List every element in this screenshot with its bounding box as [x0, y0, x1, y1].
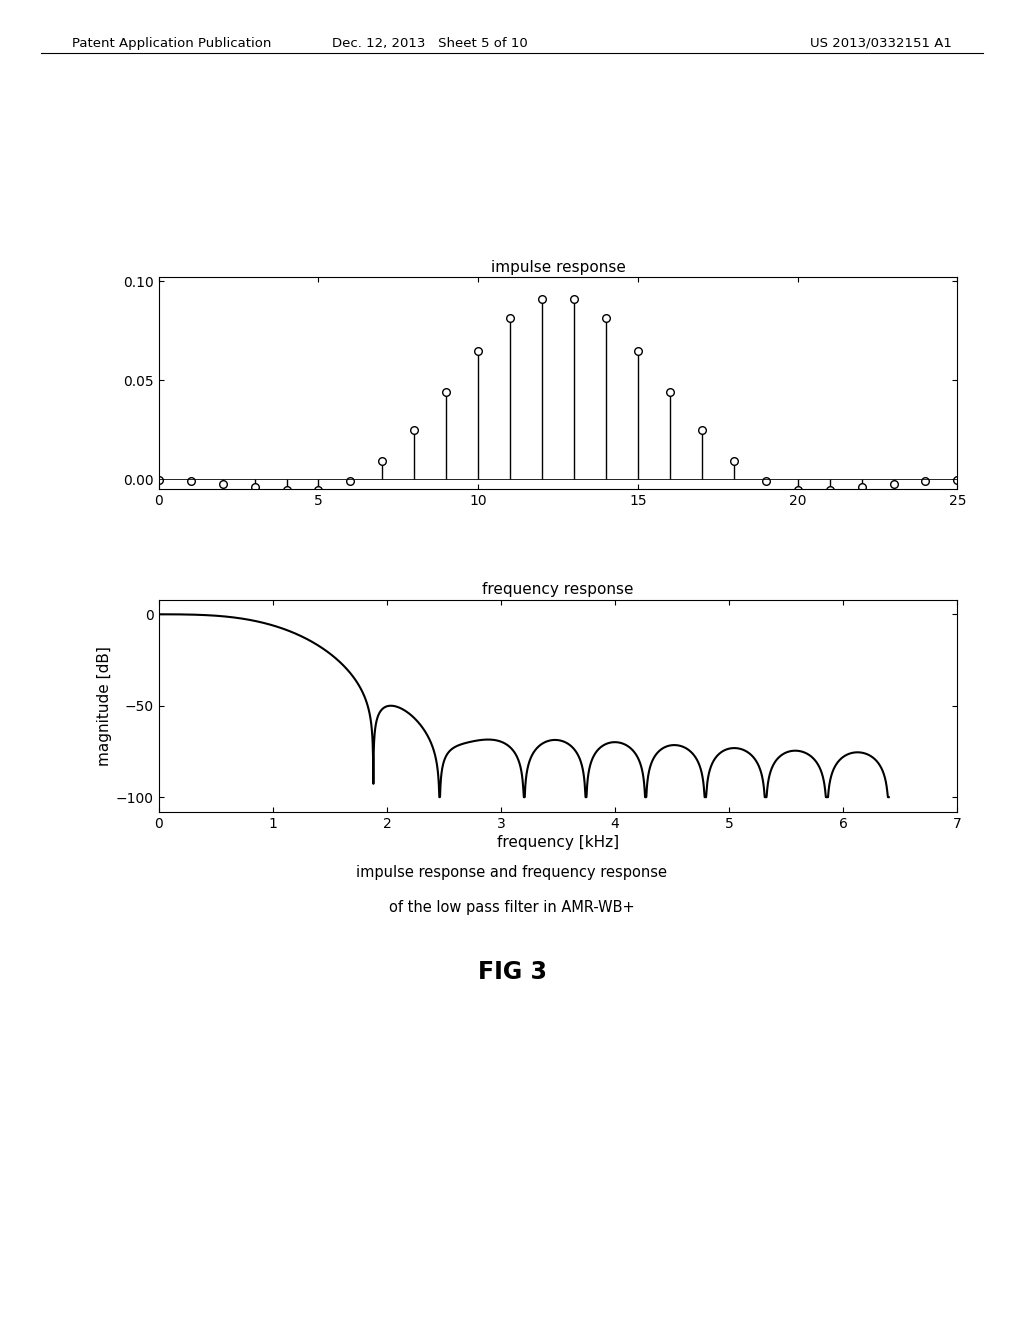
Text: of the low pass filter in AMR-WB+: of the low pass filter in AMR-WB+ — [389, 900, 635, 915]
Text: impulse response and frequency response: impulse response and frequency response — [356, 865, 668, 879]
Text: Patent Application Publication: Patent Application Publication — [72, 37, 271, 50]
Text: FIG 3: FIG 3 — [477, 960, 547, 983]
Text: Dec. 12, 2013   Sheet 5 of 10: Dec. 12, 2013 Sheet 5 of 10 — [332, 37, 528, 50]
Y-axis label: magnitude [dB]: magnitude [dB] — [96, 645, 112, 766]
Title: frequency response: frequency response — [482, 582, 634, 597]
X-axis label: frequency [kHz]: frequency [kHz] — [497, 834, 620, 850]
Title: impulse response: impulse response — [490, 260, 626, 275]
Text: US 2013/0332151 A1: US 2013/0332151 A1 — [810, 37, 952, 50]
